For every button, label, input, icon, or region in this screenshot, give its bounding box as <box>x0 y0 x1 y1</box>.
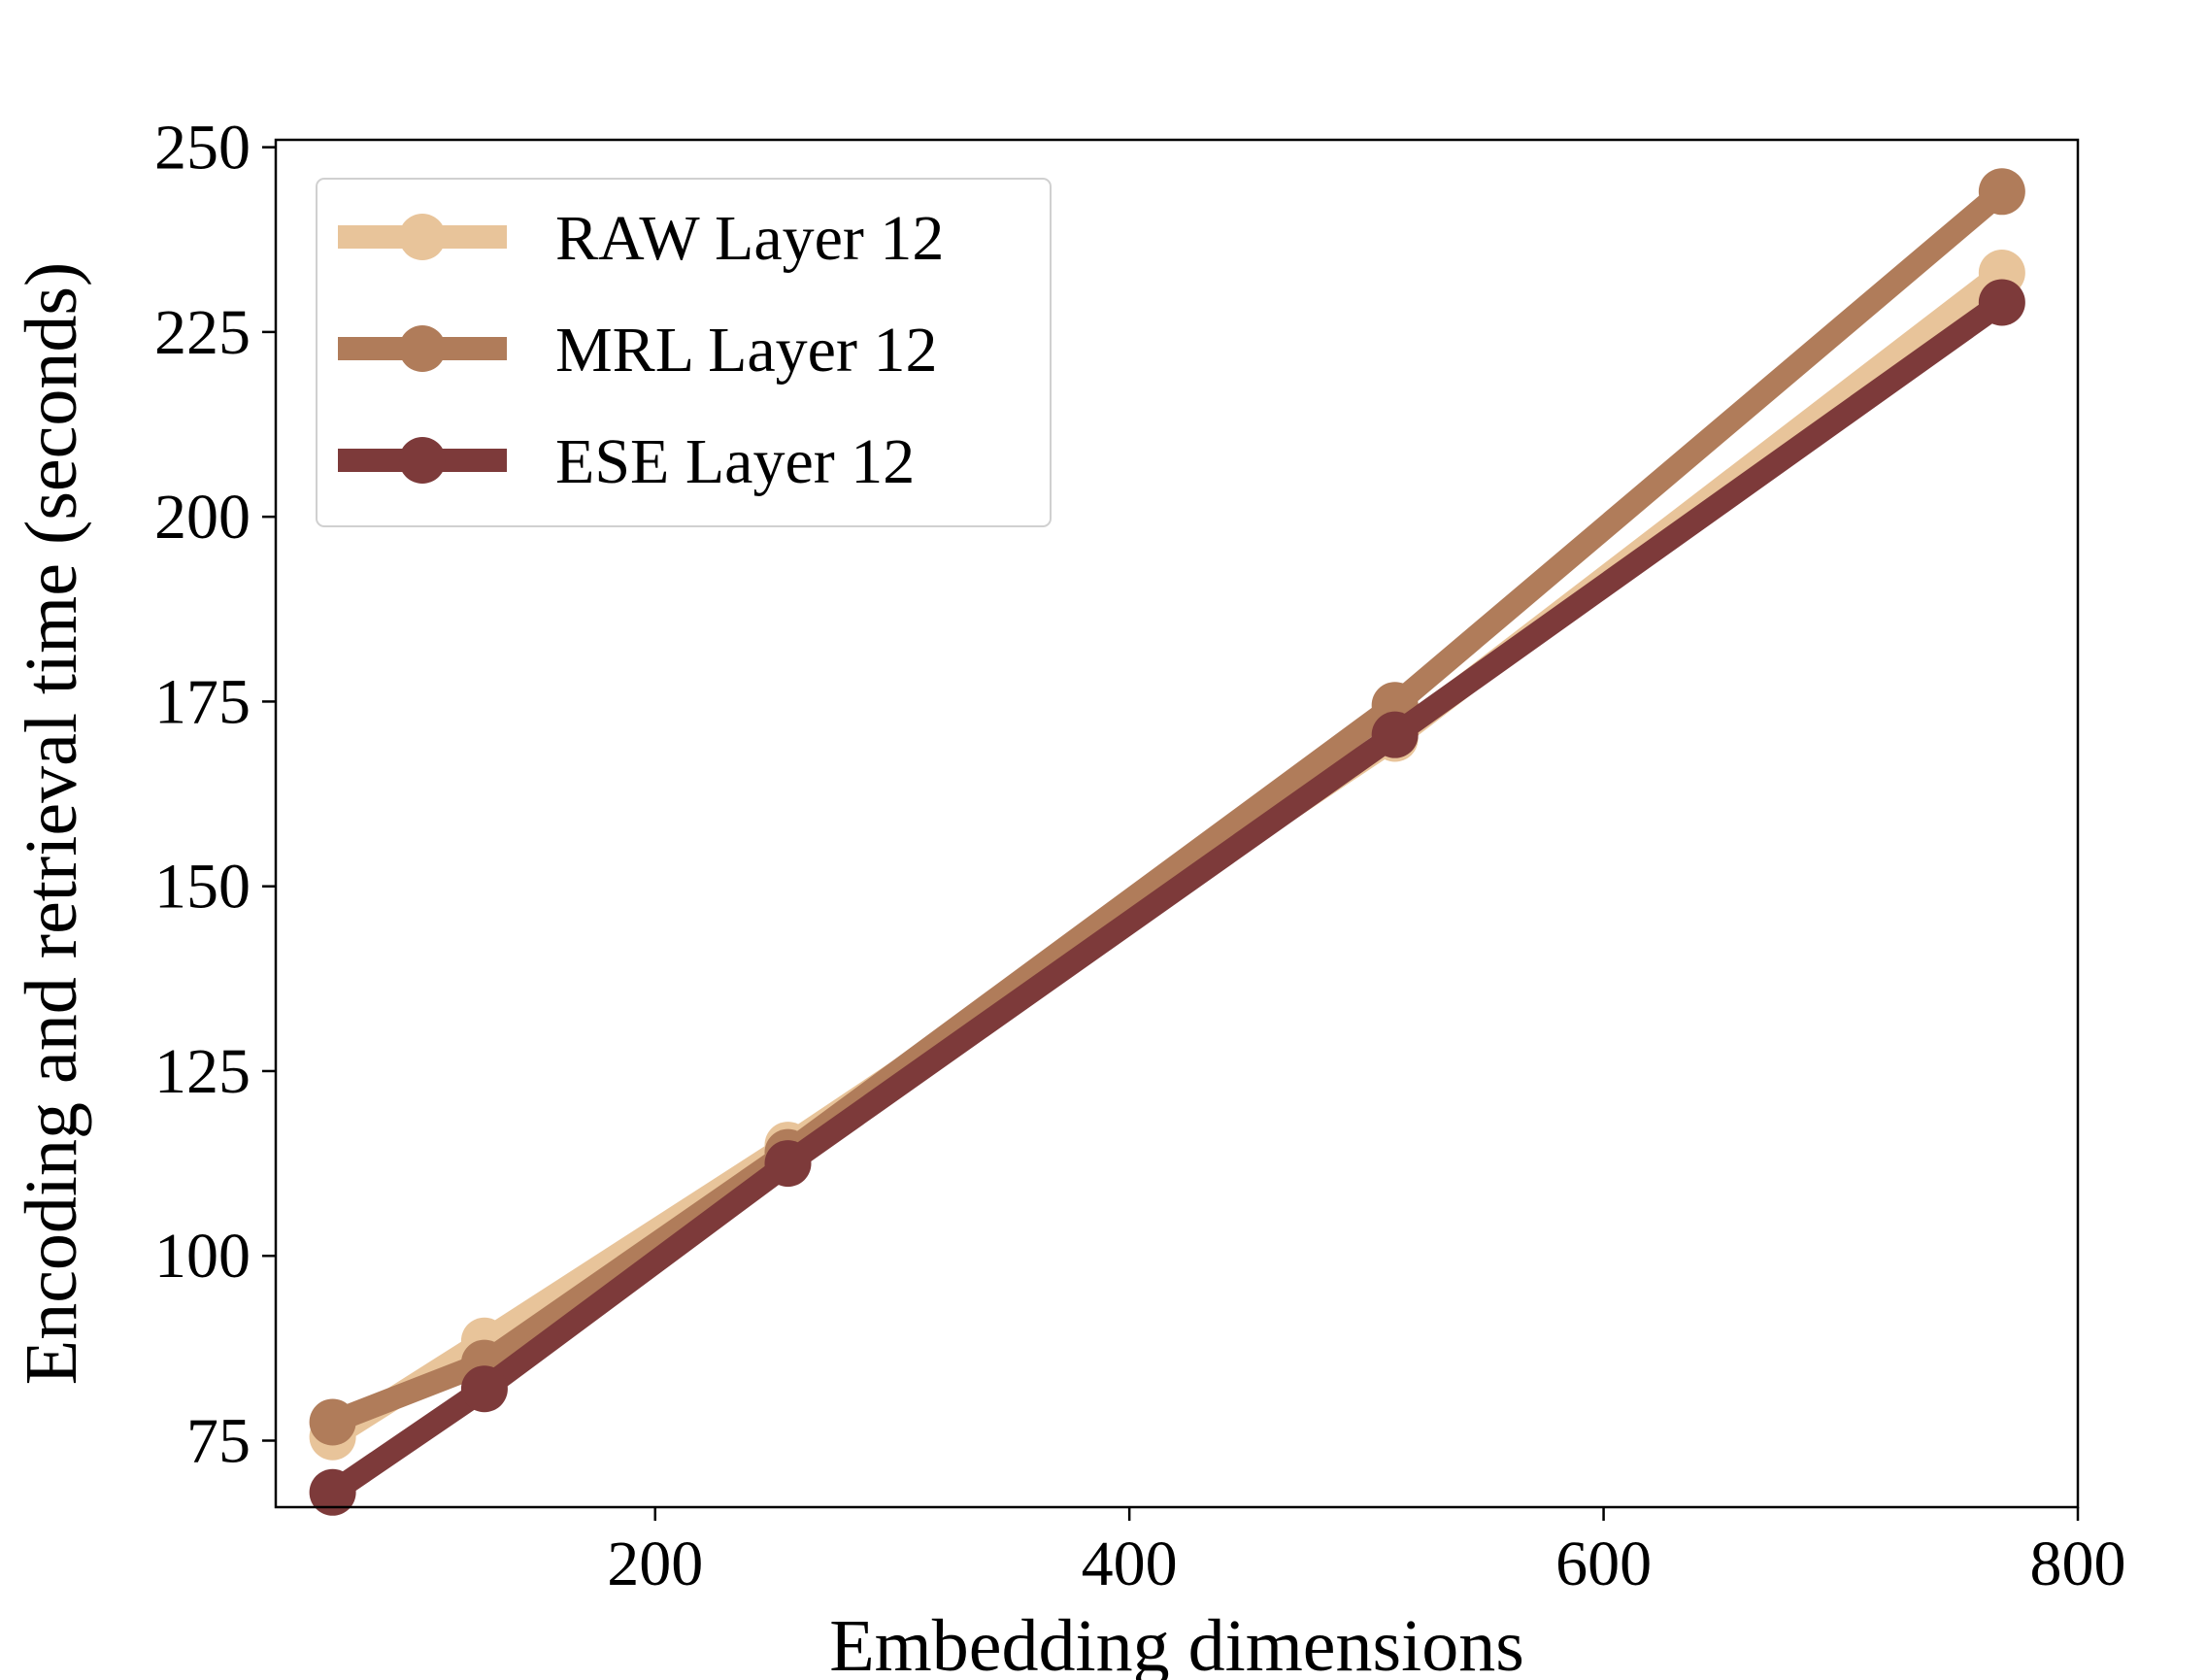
data-point <box>460 1365 508 1413</box>
data-point <box>1371 711 1419 758</box>
legend-swatch-marker <box>399 214 446 260</box>
legend-label: RAW Layer 12 <box>555 203 944 274</box>
x-tick-label: 200 <box>607 1529 703 1599</box>
y-tick-label: 100 <box>154 1221 251 1292</box>
series-3 <box>309 279 2025 1516</box>
data-point <box>764 1140 812 1188</box>
legend-label: ESE Layer 12 <box>555 426 915 497</box>
y-tick-label: 125 <box>154 1036 251 1107</box>
legend-item: ESE Layer 12 <box>338 426 915 497</box>
data-point <box>309 1398 356 1446</box>
y-tick-label: 225 <box>154 297 251 368</box>
axes-ticks: 200 400 600 800 75 100 125 150 175 200 225 250 <box>154 113 2126 1599</box>
legend: RAW Layer 12 MRL Layer 12 ESE Layer 12 <box>316 178 1052 527</box>
y-tick-label: 175 <box>154 666 251 737</box>
x-tick-label: 800 <box>2030 1529 2126 1599</box>
plot-frame <box>274 138 2080 1509</box>
y-axis-title: Encoding and retrieval time (seconds) <box>11 262 92 1385</box>
legend-item: RAW Layer 12 <box>338 203 944 274</box>
legend-label: MRL Layer 12 <box>555 315 937 386</box>
data-point <box>1978 279 2025 326</box>
x-tick-label: 600 <box>1555 1529 1652 1599</box>
legend-item: MRL Layer 12 <box>338 315 937 386</box>
legend-swatch-marker <box>399 437 446 484</box>
data-point <box>1978 168 2025 216</box>
y-tick-label: 75 <box>186 1406 251 1477</box>
x-axis-title: Embedding dimensions <box>829 1605 1524 1680</box>
x-tick-label: 400 <box>1082 1529 1178 1599</box>
data-point <box>309 1468 356 1516</box>
legend-box <box>316 178 1052 527</box>
y-tick-label: 150 <box>154 852 251 923</box>
legend-swatch-marker <box>399 325 446 372</box>
y-tick-label: 200 <box>154 482 251 553</box>
series-layer <box>309 168 2025 1516</box>
y-tick-label: 250 <box>154 113 251 184</box>
